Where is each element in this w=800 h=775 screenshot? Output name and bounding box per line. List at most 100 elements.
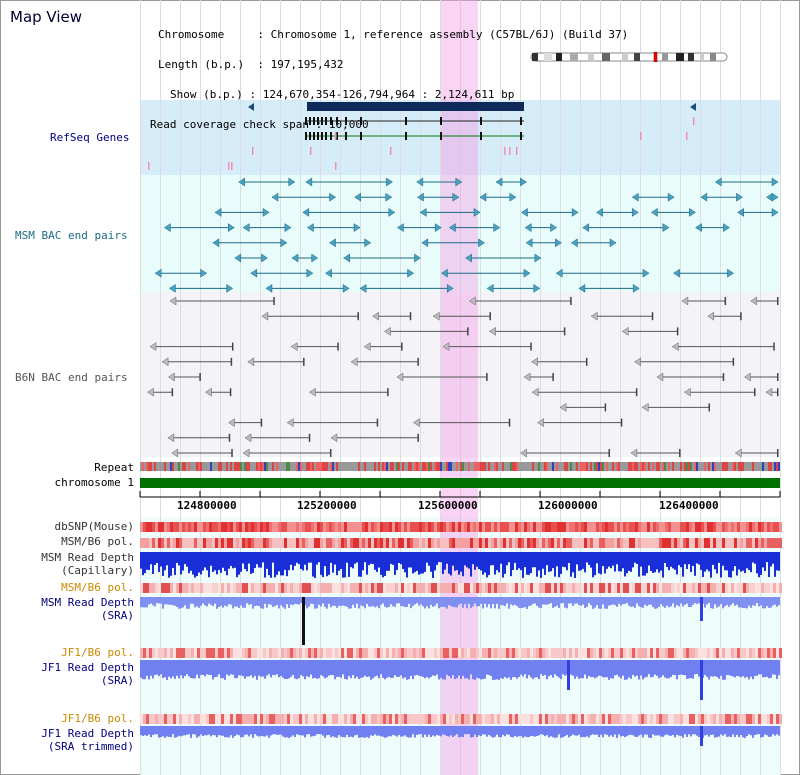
jf1-b6-pol-strip xyxy=(170,648,173,658)
msm-read-depth-cap-bar xyxy=(452,552,454,566)
msm-bac-end xyxy=(262,207,270,217)
repeat-feature xyxy=(292,462,294,471)
msm-b6-pol-sra-strip xyxy=(701,583,704,593)
msm-read-depth-cap-label[interactable]: MSM Read Depth xyxy=(41,551,134,564)
msm-b6-pol-strip xyxy=(212,538,215,548)
jf1-b6-pol-label[interactable]: JF1/B6 pol. xyxy=(61,646,134,659)
refseq-pink-mark xyxy=(509,147,511,155)
jf1-b6-pol-strip xyxy=(320,648,323,658)
repeat-feature xyxy=(632,462,634,471)
msm-bac-end xyxy=(673,268,680,278)
chromosome-ideogram[interactable] xyxy=(530,52,728,62)
msm-b6-pol-sra-strip xyxy=(692,583,695,593)
msm-b6-pol-strip xyxy=(437,538,440,548)
repeat-feature xyxy=(466,462,468,471)
msm-read-depth-sra-bar xyxy=(402,597,404,607)
msm-read-depth-sra-bar xyxy=(688,597,690,608)
msm-read-depth-sra-label[interactable]: MSM Read Depth xyxy=(41,596,134,609)
jf1-b6-pol-trim-strip xyxy=(188,714,191,724)
msm-read-depth-sra-bar xyxy=(698,597,700,604)
dbsnp-strip xyxy=(329,522,332,532)
msm-b6-pol-sra-strip xyxy=(155,583,158,593)
msm-read-depth-sra-bar xyxy=(200,597,202,606)
jf1-read-depth-trim-bar xyxy=(336,726,338,738)
msm-read-depth-sra-bar xyxy=(720,597,722,605)
jf1-read-depth-trim-bar xyxy=(450,726,452,736)
jf1-read-depth-trim-bar xyxy=(284,726,286,738)
jf1-b6-pol-trim-strip xyxy=(296,714,299,724)
msm-read-depth-sra-bar xyxy=(246,597,248,604)
msm-bac-end xyxy=(288,177,296,187)
msm-b6-pol-strip xyxy=(686,538,689,548)
repeat-feature xyxy=(584,462,586,471)
jf1-b6-pol-strip xyxy=(530,648,533,658)
msm-b6-pol-strip xyxy=(251,538,254,548)
jf1-read-depth-trim-bar xyxy=(348,726,350,738)
jf1-read-depth-trim-bar xyxy=(230,726,232,736)
jf1-b6-pol-strip xyxy=(245,648,248,658)
repeat-feature xyxy=(740,462,742,471)
jf1-b6-pol-strip xyxy=(656,648,659,658)
msm-b6-pol-sra-strip xyxy=(191,583,194,593)
jf1-b6-pol-strip xyxy=(620,648,623,658)
dbsnp-strip xyxy=(479,522,482,532)
b6n-bac-label[interactable]: B6N BAC end pairs xyxy=(15,371,128,384)
msm-b6-pol-strip xyxy=(317,538,320,548)
dbsnp-strip xyxy=(239,522,242,532)
jf1-b6-pol-trim-label[interactable]: JF1/B6 pol. xyxy=(61,712,134,725)
jf1-b6-pol-trim-strip xyxy=(500,714,503,724)
b6n-bac-end xyxy=(740,312,742,321)
b6n-bac-end xyxy=(384,326,391,336)
repeat-feature xyxy=(646,462,648,471)
msm-bac-label[interactable]: MSM BAC end pairs xyxy=(15,229,128,242)
repeat-feature xyxy=(230,462,232,471)
jf1-read-depth-sra-bar xyxy=(160,660,162,675)
msm-read-depth-cap-bar xyxy=(380,552,382,575)
msm-b6-pol-sra-strip xyxy=(332,583,335,593)
jf1-read-depth-trim-bar xyxy=(756,726,758,735)
repeat-feature xyxy=(664,462,666,471)
jf1-read-depth-sra-bar xyxy=(686,660,688,679)
dbsnp-strip xyxy=(314,522,317,532)
msm-b6-pol-sra-label[interactable]: MSM/B6 pol. xyxy=(61,581,134,594)
b6n-bac-end xyxy=(231,449,233,457)
dbsnp-strip xyxy=(467,522,470,532)
msm-b6-pol-sra-strip xyxy=(305,583,308,593)
jf1-read-depth-sra-label[interactable]: JF1 Read Depth xyxy=(41,661,134,674)
repeat-feature xyxy=(692,462,694,471)
msm-b6-pol-strip xyxy=(434,538,437,548)
jf1-b6-pol-trim-strip xyxy=(233,714,236,724)
msm-bac-end xyxy=(555,238,562,248)
repeat-label[interactable]: Repeat xyxy=(94,461,134,474)
msm-b6-pol-sra-strip xyxy=(296,583,299,593)
dbsnp-label[interactable]: dbSNP(Mouse) xyxy=(54,520,134,533)
msm-read-depth-cap-bar xyxy=(674,552,676,570)
msm-b6-pol-sra-strip xyxy=(455,583,458,593)
jf1-b6-pol-strip xyxy=(623,648,626,658)
chromosome-track-label[interactable]: chromosome 1 xyxy=(54,476,134,489)
jf1-b6-pol-strip xyxy=(752,648,755,658)
msm-read-depth-sra-bar xyxy=(494,597,496,609)
msm-bac-end xyxy=(571,207,579,217)
msm-bac-end xyxy=(354,192,362,202)
jf1-read-depth-trim-bar xyxy=(352,726,354,738)
jf1-read-depth-trim-bar xyxy=(676,726,678,735)
msm-b6-pol-strip xyxy=(665,538,668,548)
jf1-b6-pol-trim-strip xyxy=(311,714,314,724)
dbsnp-strip xyxy=(746,522,749,532)
repeat-feature xyxy=(686,462,688,471)
b6n-bac-end xyxy=(777,373,779,381)
refseq-genes-label[interactable]: RefSeq Genes xyxy=(50,131,130,144)
jf1-read-depth-trim-bar xyxy=(296,726,298,735)
msm-read-depth-sra-bar xyxy=(342,597,344,606)
msm-b6-pol-label[interactable]: MSM/B6 pol. xyxy=(61,535,134,548)
msm-b6-pol-strip xyxy=(629,538,632,548)
jf1-read-depth-sra-bar xyxy=(412,660,414,680)
msm-b6-pol-sra-strip xyxy=(770,583,773,593)
highlight-region[interactable] xyxy=(441,0,478,775)
jf1-b6-pol-strip xyxy=(344,648,347,658)
jf1-read-depth-sra-bar xyxy=(414,660,416,676)
jf1-read-depth-trim-label[interactable]: JF1 Read Depth xyxy=(41,727,134,740)
jf1-b6-pol-strip xyxy=(296,648,299,658)
